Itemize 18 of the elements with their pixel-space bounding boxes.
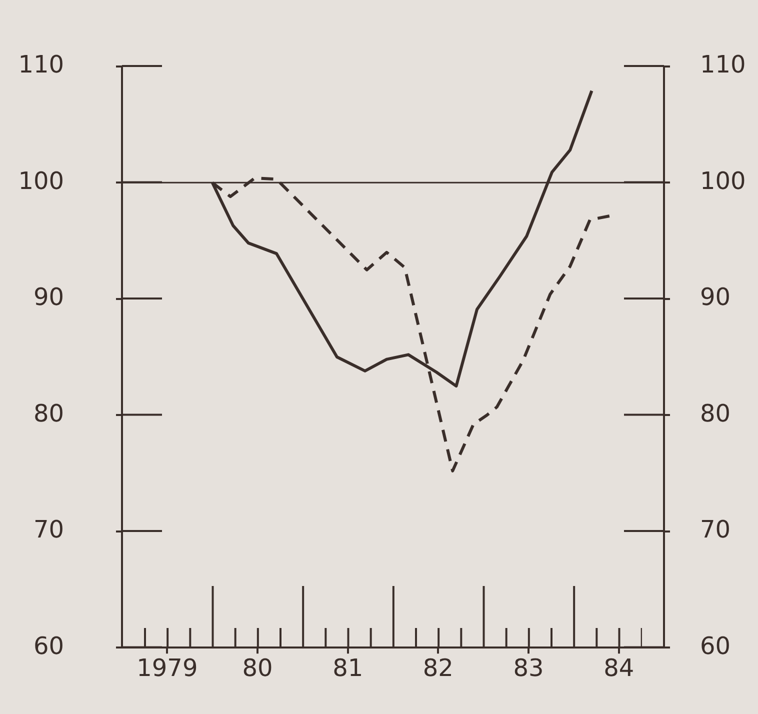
- y-tick-label: 70: [33, 516, 64, 544]
- x-tick-label: 83: [513, 654, 544, 682]
- y2-tick-label: 90: [700, 283, 731, 312]
- y2-tick-label: 100: [700, 166, 746, 195]
- x-tick-label: 82: [422, 654, 454, 682]
- y-tick-label: 100: [18, 166, 64, 195]
- x-tick-label: 1979: [136, 654, 198, 682]
- y-tick-label: 60: [33, 632, 64, 660]
- y2-tick-label: 60: [700, 632, 731, 660]
- y2-tick-label: 70: [700, 516, 731, 544]
- y-tick-label: 90: [33, 283, 64, 312]
- y-tick-label: 80: [33, 399, 64, 428]
- y2-tick-label: 80: [700, 399, 731, 428]
- x-tick-label: 80: [242, 654, 273, 682]
- x-tick-label: 81: [332, 654, 364, 682]
- x-tick-label: 84: [604, 654, 634, 682]
- y2-tick-label: 110: [700, 50, 746, 79]
- y-tick-label: 110: [18, 50, 64, 79]
